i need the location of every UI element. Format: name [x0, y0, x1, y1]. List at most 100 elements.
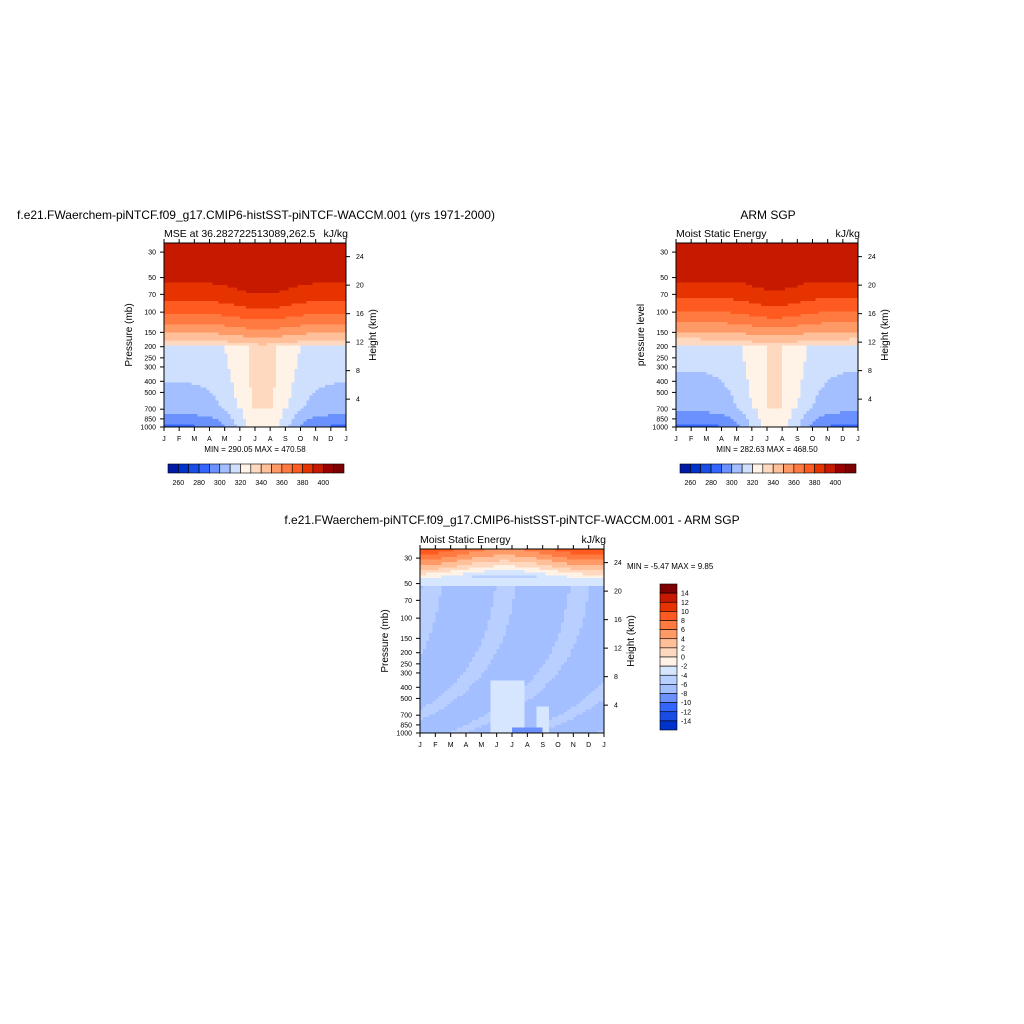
- field-cell: [167, 316, 171, 320]
- field-cell: [167, 313, 171, 318]
- field-cell: [261, 243, 265, 247]
- field-cell: [291, 342, 295, 347]
- field-cell: [306, 250, 311, 255]
- field-cell: [182, 298, 186, 302]
- field-cell: [288, 306, 292, 310]
- field-cell: [230, 290, 235, 294]
- field-cell: [206, 282, 210, 286]
- field-cell: [212, 350, 217, 354]
- field-cell: [336, 377, 341, 381]
- field-cell: [697, 261, 701, 265]
- field-cell: [267, 271, 271, 276]
- field-cell: [273, 248, 277, 252]
- field-cell: [682, 329, 686, 333]
- field-cell: [697, 313, 701, 318]
- y-tick-label: 700: [144, 407, 156, 414]
- field-cell: [327, 337, 332, 341]
- field-cell: [321, 335, 326, 339]
- field-cell: [297, 329, 301, 333]
- field-cell: [342, 416, 347, 420]
- field-cell: [239, 366, 244, 370]
- field-cell: [197, 279, 201, 283]
- field-cell: [679, 311, 683, 315]
- field-cell: [212, 369, 217, 373]
- field-cell: [312, 256, 317, 260]
- field-cell: [258, 387, 262, 391]
- field-cell: [233, 303, 238, 307]
- field-cell: [218, 253, 223, 257]
- field-cell: [276, 382, 280, 386]
- field-cell: [324, 311, 329, 315]
- field-cell: [685, 253, 689, 257]
- field-cell: [682, 277, 686, 281]
- field-cell: [273, 384, 277, 389]
- field-cell: [318, 287, 323, 291]
- field-cell: [218, 329, 223, 333]
- field-cell: [188, 253, 192, 257]
- field-cell: [327, 319, 332, 323]
- field-cell: [245, 319, 250, 323]
- field-cell: [339, 424, 344, 428]
- field-cell: [333, 350, 338, 354]
- field-cell: [212, 324, 217, 328]
- field-cell: [182, 369, 186, 373]
- field-cell: [679, 300, 683, 304]
- field-cell: [306, 243, 311, 247]
- field-cell: [318, 374, 323, 378]
- field-cell: [694, 356, 698, 360]
- field-cell: [312, 329, 317, 333]
- field-cell: [264, 285, 268, 289]
- field-cell: [224, 253, 229, 257]
- field-cell: [242, 264, 247, 268]
- field-cell: [312, 245, 317, 249]
- field-cell: [230, 287, 235, 291]
- field-cell: [185, 398, 189, 402]
- field-cell: [339, 292, 344, 297]
- field-cell: [330, 279, 335, 283]
- field-cell: [297, 382, 301, 386]
- field-cell: [700, 337, 704, 341]
- field-cell: [691, 419, 695, 423]
- field-cell: [315, 269, 320, 273]
- field-cell: [685, 316, 689, 320]
- field-cell: [212, 395, 217, 399]
- field-cell: [221, 316, 226, 320]
- field-cell: [176, 285, 180, 289]
- field-cell: [324, 261, 329, 265]
- field-cell: [676, 345, 680, 349]
- field-cell: [212, 329, 217, 333]
- field-cell: [239, 419, 244, 423]
- field-cell: [167, 327, 171, 331]
- field-cell: [209, 384, 214, 389]
- field-cell: [264, 329, 268, 333]
- field-cell: [227, 366, 232, 370]
- field-cell: [297, 308, 301, 312]
- field-cell: [209, 256, 214, 260]
- field-cell: [164, 345, 168, 349]
- field-cell: [297, 377, 301, 381]
- field-cell: [279, 424, 283, 428]
- field-cell: [221, 345, 226, 349]
- field-cell: [242, 424, 247, 428]
- field-cell: [285, 319, 289, 323]
- field-cell: [264, 324, 268, 328]
- field-cell: [258, 348, 262, 352]
- field-cell: [330, 264, 335, 268]
- field-cell: [324, 371, 329, 375]
- field-cell: [206, 342, 210, 347]
- field-cell: [258, 340, 262, 344]
- field-cell: [270, 248, 274, 252]
- field-cell: [185, 382, 189, 386]
- field-cell: [242, 245, 247, 249]
- field-cell: [173, 400, 177, 404]
- field-cell: [176, 266, 180, 270]
- field-cell: [194, 300, 198, 304]
- field-cell: [173, 264, 177, 268]
- field-cell: [194, 411, 198, 415]
- field-cell: [185, 424, 189, 428]
- field-cell: [221, 266, 226, 270]
- field-cell: [700, 243, 704, 247]
- field-cell: [333, 308, 338, 312]
- field-cell: [685, 261, 689, 265]
- field-cell: [324, 248, 329, 252]
